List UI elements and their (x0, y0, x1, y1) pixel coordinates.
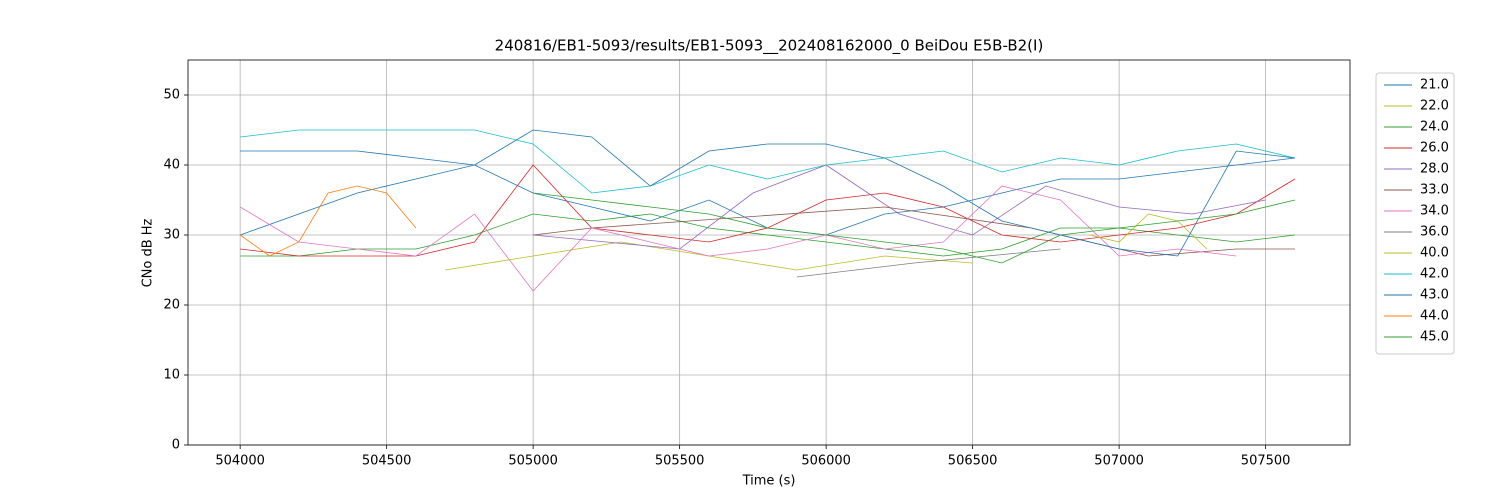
plot-frame (187, 59, 1351, 446)
y-tick-label: 30 (163, 228, 180, 243)
x-tick-label: 504000 (215, 454, 265, 469)
legend-label: 40.0 (1420, 246, 1449, 261)
legend-label: 22.0 (1420, 99, 1449, 114)
series-line (240, 157, 1295, 236)
x-tick-label: 507000 (1094, 454, 1144, 469)
y-tick-label: 10 (163, 368, 180, 383)
legend-label: 28.0 (1420, 162, 1449, 177)
legend-box (1375, 72, 1455, 355)
x-tick-label: 505000 (508, 454, 558, 469)
legend-label: 43.0 (1420, 288, 1449, 303)
legend-label: 26.0 (1420, 141, 1449, 156)
y-tick-label: 20 (163, 298, 180, 313)
legend-label: 44.0 (1420, 309, 1449, 324)
chart-title: 240816/EB1-5093/results/EB1-5093__202408… (495, 37, 1044, 56)
y-tick-label: 40 (163, 158, 180, 173)
y-tick-label: 0 (172, 438, 180, 453)
legend-label: 36.0 (1420, 225, 1449, 240)
y-tick-label: 50 (163, 88, 180, 103)
x-tick-label: 506000 (801, 454, 851, 469)
series-line (533, 192, 1295, 264)
x-tick-label: 506500 (948, 454, 998, 469)
series-line (533, 164, 1266, 250)
legend-label: 34.0 (1420, 204, 1449, 219)
series-line (796, 248, 1061, 278)
x-tick-label: 504500 (362, 454, 412, 469)
x-tick-label: 505500 (655, 454, 705, 469)
legend-label: 21.0 (1420, 78, 1449, 93)
legend-label: 45.0 (1420, 330, 1449, 345)
series-line (239, 185, 417, 257)
y-axis-label: CNo dB Hz (141, 218, 156, 287)
x-axis-label: Time (s) (742, 474, 796, 489)
series-line (240, 129, 1295, 194)
series-line (240, 129, 1295, 257)
legend-label: 33.0 (1420, 183, 1449, 198)
x-tick-label: 507500 (1241, 454, 1291, 469)
legend-label: 24.0 (1420, 120, 1449, 135)
series-line (1089, 213, 1208, 250)
series-line (239, 185, 1237, 292)
legend-label: 42.0 (1420, 267, 1449, 282)
